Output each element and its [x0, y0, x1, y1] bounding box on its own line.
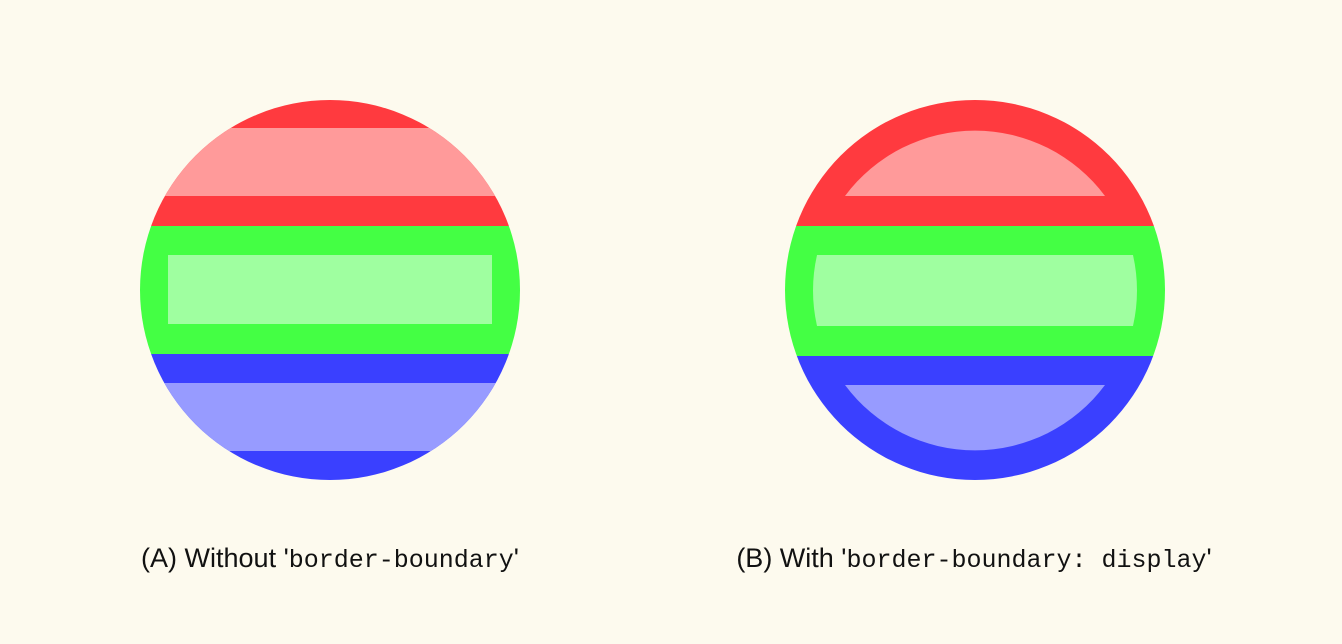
- caption-suffix: ': [514, 543, 519, 573]
- panel-a-circle: [130, 100, 530, 484]
- green-box-fill: [168, 255, 492, 324]
- panel-b-circle: [775, 100, 1175, 484]
- blue-box-fill: [130, 383, 530, 451]
- red-box-fill: [130, 128, 530, 196]
- caption-code: border-boundary: [289, 546, 514, 575]
- caption-prefix: (A) Without ': [141, 543, 289, 573]
- caption-panel-a: (A) Without 'border-boundary': [30, 538, 630, 578]
- caption-suffix: ': [1207, 543, 1212, 573]
- caption-code: border-boundary: display: [846, 546, 1206, 575]
- caption-prefix: (B) With ': [736, 543, 846, 573]
- green-box-fill: [813, 255, 1137, 326]
- caption-panel-b: (B) With 'border-boundary: display': [674, 538, 1274, 578]
